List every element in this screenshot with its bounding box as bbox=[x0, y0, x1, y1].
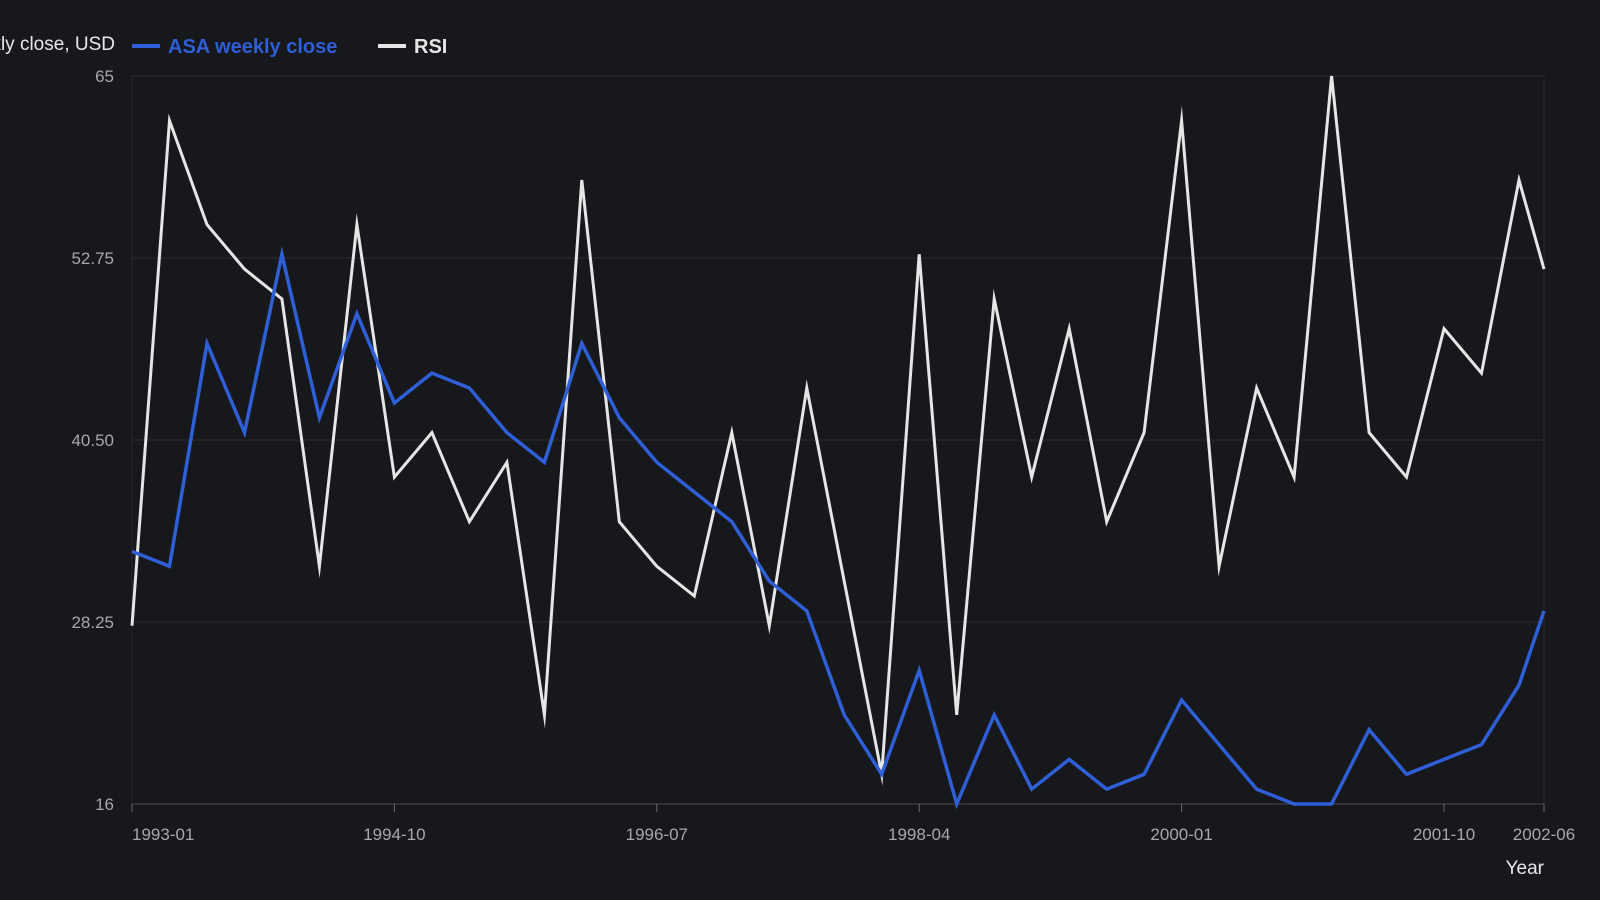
x-axis-title: Year bbox=[1506, 858, 1545, 879]
y-tick-label: 65 bbox=[95, 67, 114, 86]
x-tick-label: 2002-06 bbox=[1513, 825, 1575, 844]
x-tick-label: 1994-10 bbox=[363, 825, 425, 844]
series bbox=[130, 75, 1546, 810]
x-tick-label: 1998-04 bbox=[888, 825, 950, 844]
x-tick-label: 1993-01 bbox=[132, 825, 194, 844]
axes: 16 28.25 40.50 52.75 65 1993-01 1994-10 1996-07… bbox=[71, 67, 1575, 844]
x-tick-label: 1996-07 bbox=[626, 825, 688, 844]
y-tick-label: 28.25 bbox=[71, 613, 114, 632]
x-tick-label: 2001-10 bbox=[1413, 825, 1475, 844]
series-line-asa-weekly-close bbox=[131, 246, 1546, 810]
y-tick-label: 52.75 bbox=[71, 249, 114, 268]
legend-label: ASA weekly close bbox=[168, 36, 337, 58]
y-axis-title: Weekly close, USD bbox=[0, 34, 115, 55]
legend: ASA weekly close RSI bbox=[132, 36, 447, 58]
y-tick-label: 40.50 bbox=[71, 431, 114, 450]
legend-label: RSI bbox=[414, 36, 447, 58]
x-tick-label: 2000-01 bbox=[1150, 825, 1212, 844]
series-line-rsi bbox=[130, 75, 1546, 786]
y-tick-label: 16 bbox=[95, 795, 114, 814]
